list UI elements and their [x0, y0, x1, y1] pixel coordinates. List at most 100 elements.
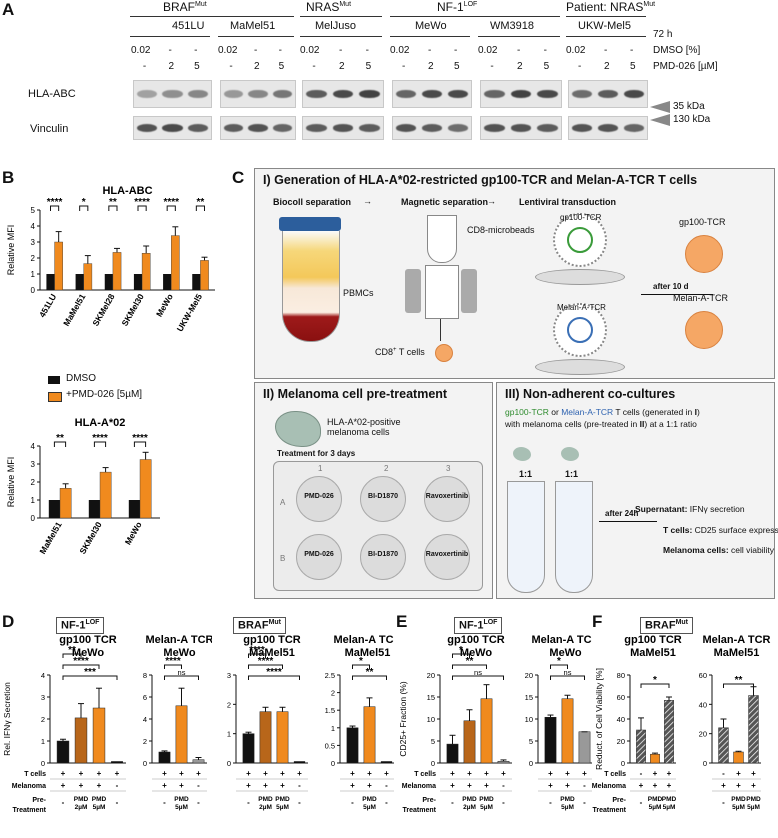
table-cell: + — [450, 781, 455, 790]
table-cell: + — [653, 769, 658, 778]
significance-bracket — [50, 205, 60, 211]
y-tick-label: 2 — [143, 737, 147, 746]
arrow-icon — [599, 521, 657, 522]
lane-value: 0.02 — [478, 45, 498, 56]
blot-strip — [480, 80, 562, 108]
x-tick-label: SKMel28 — [90, 292, 117, 328]
table-cell: + — [639, 781, 644, 790]
y-tick-label: 5 — [31, 206, 36, 215]
row-label-treatment: Treatment — [403, 807, 437, 814]
virus-melan-icon — [553, 303, 607, 357]
y-tick-label: 60 — [617, 693, 625, 702]
x-tick-label: MaMel51 — [61, 292, 88, 328]
table-cell: - — [722, 798, 725, 807]
table-cell: - — [116, 781, 119, 790]
bar — [192, 759, 205, 764]
table-cell: + — [79, 781, 84, 790]
table-cell: PMD — [479, 796, 494, 803]
table-cell: + — [350, 769, 355, 778]
blot-band — [623, 89, 645, 99]
tcell-gp100-icon — [685, 235, 723, 273]
significance-label: ** — [197, 197, 205, 208]
virus-melan-label: Melan-A-TCR — [557, 303, 606, 312]
significance-label: * — [653, 675, 657, 686]
y-tick-label: 15 — [427, 693, 435, 702]
table-cell: 5µM — [363, 804, 376, 811]
y-tick-label: 10 — [427, 715, 435, 724]
table-cell: - — [247, 798, 250, 807]
blot-band — [359, 89, 381, 99]
lane-value: 0.02 — [300, 45, 320, 56]
section3-desc-line1: gp100-TCR or Melan-A-TCR T cells (genera… — [505, 407, 700, 417]
y-axis-label: Reduct. of Cell Viability [%] — [594, 668, 604, 770]
significance-label: **** — [73, 656, 89, 667]
lane-value: 2 — [604, 61, 610, 72]
row-label-dmso: DMSO [%] — [653, 45, 701, 56]
virus-gp100-icon — [553, 213, 607, 267]
divider — [130, 36, 210, 37]
table-cell: + — [263, 769, 268, 778]
y-tick-label: 10 — [525, 715, 533, 724]
significance-bracket — [550, 664, 568, 669]
y-tick-label: 2 — [331, 689, 335, 698]
blot-strip — [220, 116, 296, 140]
arrow-icon: → — [487, 196, 496, 206]
panel-f-label: F — [592, 612, 603, 631]
table-cell: PMD — [746, 796, 761, 803]
x-tick-label: SKMel30 — [119, 292, 146, 328]
table-cell: + — [736, 781, 741, 790]
blot-band — [359, 124, 381, 132]
table-cell: + — [565, 769, 570, 778]
table-cell: 5µM — [663, 804, 676, 811]
row-label-time: 72 h — [653, 29, 673, 40]
significance-label: ** — [366, 667, 374, 678]
table-cell: + — [162, 781, 167, 790]
table-cell: + — [350, 781, 355, 790]
y-tick-label: 20 — [617, 737, 625, 746]
row-label-pre: Pre- — [612, 797, 626, 804]
lane-value: 5 — [365, 61, 372, 72]
table-cell: - — [502, 781, 505, 790]
blot-strip — [302, 116, 384, 140]
significance-label: *** — [84, 667, 96, 678]
bar-dmso — [48, 500, 60, 518]
table-cell: 2µM — [75, 804, 88, 811]
blot-band — [188, 124, 209, 132]
arrow-icon — [641, 294, 713, 295]
bar — [92, 707, 106, 764]
step-magnetic: Magnetic separation — [401, 197, 489, 207]
y-tick-label: 15 — [525, 693, 533, 702]
table-cell: + — [246, 781, 251, 790]
table-cell: + — [467, 769, 472, 778]
blot-strip — [568, 116, 648, 140]
x-tick-label: MeWo — [154, 292, 175, 319]
section-generation: I) Generation of HLA-A*02-restricted gp1… — [254, 168, 775, 379]
table-cell: - — [197, 798, 200, 807]
blot-band — [597, 124, 619, 132]
y-tick-label: 4 — [143, 715, 147, 724]
blot-strip — [133, 116, 212, 140]
blot-label-vinculin: Vinculin — [30, 123, 69, 135]
lane-value: - — [517, 45, 521, 56]
cell-line-wm3918: WM3918 — [490, 20, 535, 32]
table-cell: - — [640, 798, 643, 807]
table-cell: - — [640, 769, 643, 778]
lane-value: - — [312, 61, 316, 72]
table-cell: + — [162, 769, 167, 778]
table-cell: PMD — [275, 796, 290, 803]
header-braf-f: BRAFMut — [640, 617, 694, 634]
x-tick-label: MeWo — [123, 520, 144, 547]
y-tick-label: 4 — [31, 222, 36, 231]
chart-title: Melan-A TCR — [145, 634, 212, 646]
table-cell: + — [367, 769, 372, 778]
panel-d-label: D — [2, 612, 15, 631]
y-tick-label: 3 — [227, 671, 231, 680]
table-cell: - — [385, 798, 388, 807]
bar — [463, 720, 476, 764]
bar-pmd — [171, 235, 180, 291]
y-tick-label: 0 — [143, 759, 147, 768]
lane-value: - — [254, 45, 258, 56]
blot-band — [421, 89, 443, 99]
lane-value: 2 — [517, 61, 523, 72]
divider — [390, 16, 560, 17]
